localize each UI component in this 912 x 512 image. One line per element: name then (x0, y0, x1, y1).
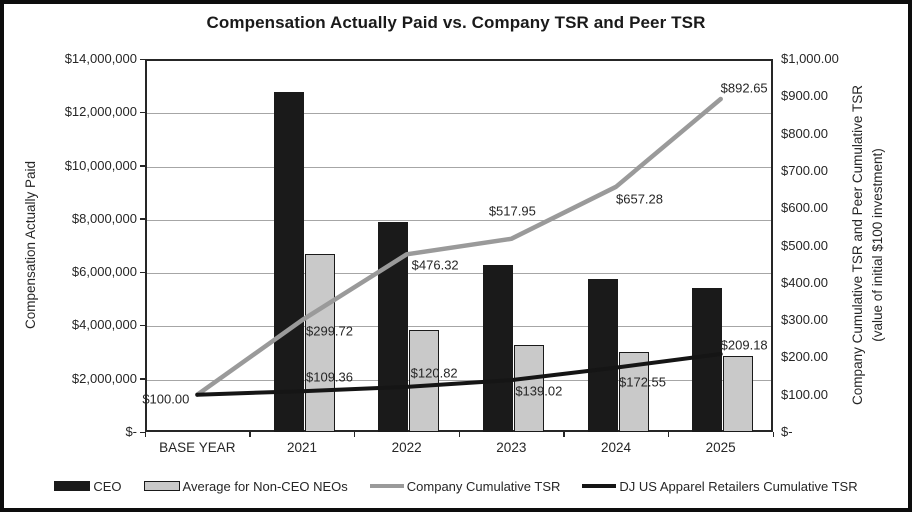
data-label: $109.36 (306, 369, 353, 385)
legend-item-non-ceo-neos-label: Average for Non-CEO NEOs (182, 478, 348, 494)
legend-item-peer-tsr-swatch (582, 484, 617, 488)
right-axis-tick-label: $- (781, 424, 793, 439)
right-axis-tick-label: $600.00 (781, 200, 828, 216)
chart-title: Compensation Actually Paid vs. Company T… (206, 13, 706, 32)
gridline (147, 113, 771, 115)
right-axis-title: Company Cumulative TSR and Peer Cumulati… (848, 85, 888, 405)
right-axis-title-line2: (value of initial $100 investment) (870, 148, 885, 342)
legend-item-ceo-label: CEO (93, 478, 122, 494)
x-axis-tick (144, 432, 146, 437)
data-label: $517.95 (488, 203, 536, 219)
left-axis-title: Compensation Actually Paid (23, 160, 38, 330)
bar-non-ceo-2025 (723, 355, 754, 432)
x-axis-tick (667, 432, 670, 437)
left-axis-tick-label: $10,000,000 (64, 157, 137, 173)
left-axis-tick (140, 431, 145, 433)
line-peer-cumulative-tsr (195, 352, 723, 397)
bar-non-ceo-2022 (409, 329, 440, 432)
bar-ceo-2023 (482, 264, 513, 432)
right-axis-tick-label: $700.00 (781, 162, 828, 178)
gridline (147, 219, 771, 221)
line-company-cumulative-tsr (195, 96, 723, 397)
x-axis-category-label: BASE YEAR (159, 440, 236, 455)
left-axis-tick-label: $4,000,000 (71, 317, 137, 333)
left-axis-tick (140, 218, 145, 220)
legend-item-non-ceo-neos: Average for Non-CEO NEOs (143, 478, 348, 494)
left-axis-tick-label: $14,000,000 (64, 51, 137, 66)
x-axis-category-label: 2025 (705, 440, 736, 455)
legend-item-company-tsr-swatch (369, 483, 404, 489)
bar-ceo-2024 (587, 278, 618, 432)
gridline (147, 273, 771, 275)
data-label: $476.32 (411, 257, 459, 273)
left-axis-tick-label: $- (125, 424, 137, 439)
x-axis-category-label: 2021 (286, 440, 318, 455)
gridline (147, 166, 771, 168)
left-axis-tick (140, 165, 145, 167)
gridline (147, 326, 771, 328)
right-axis-tick-label: $800.00 (781, 125, 828, 141)
x-axis-category-label: 2024 (600, 440, 632, 455)
data-label: $139.02 (515, 383, 563, 399)
x-axis-tick (353, 432, 356, 437)
left-axis-tick-label: $2,000,000 (71, 370, 137, 386)
left-axis-tick-label: $12,000,000 (64, 104, 137, 120)
right-axis-tick-label: $200.00 (781, 349, 828, 365)
left-axis-tick (140, 271, 145, 274)
left-axis-tick (140, 58, 145, 60)
legend-item-ceo-swatch (54, 481, 91, 491)
legend-item-company-tsr-label: Company Cumulative TSR (406, 478, 561, 494)
x-axis-category-label: 2022 (391, 440, 422, 455)
legend-item-company-tsr: Company Cumulative TSR (369, 478, 561, 494)
data-label: $209.18 (720, 337, 768, 353)
bar-ceo-2025 (692, 288, 723, 432)
data-label: $120.82 (410, 365, 458, 381)
x-axis-category-label: 2023 (496, 440, 527, 455)
right-axis-tick-label: $100.00 (781, 386, 828, 402)
left-axis-tick (140, 111, 145, 114)
x-axis-tick (563, 432, 565, 437)
bar-non-ceo-2021 (304, 253, 335, 432)
data-label: $892.65 (720, 80, 768, 96)
data-label: $100.00 (142, 391, 190, 407)
data-label: $657.28 (616, 191, 663, 207)
right-axis-tick-label: $400.00 (781, 274, 828, 290)
plot-area (145, 59, 773, 432)
gridline (147, 379, 771, 381)
right-axis-tick-label: $300.00 (781, 312, 828, 328)
legend-item-peer-tsr-label: DJ US Apparel Retailers Cumulative TSR (619, 478, 858, 494)
right-axis-tick-label: $900.00 (781, 88, 828, 104)
legend: CEO Average for Non-CEO NEOs Company Cumul… (0, 473, 912, 499)
legend-item-non-ceo-neos-swatch (143, 481, 180, 491)
right-axis-title-line1: Company Cumulative TSR and Peer Cumulati… (850, 85, 865, 405)
x-axis-tick (249, 432, 251, 437)
x-axis-tick (772, 432, 774, 437)
bar-non-ceo-2023 (513, 345, 544, 432)
bar-ceo-2021 (273, 91, 304, 432)
legend-item-peer-tsr: DJ US Apparel Retailers Cumulative TSR (582, 478, 858, 494)
left-axis-tick (140, 324, 145, 327)
left-axis-tick-label: $8,000,000 (71, 210, 137, 226)
right-axis-tick-label: $500.00 (781, 237, 828, 253)
right-axis-tick-label: $1,000.00 (781, 51, 839, 66)
data-label: $172.55 (619, 374, 666, 390)
x-axis-tick (458, 432, 460, 437)
left-axis-tick-label: $6,000,000 (71, 264, 137, 280)
left-axis-tick (140, 378, 145, 380)
legend-item-ceo: CEO (54, 478, 122, 494)
data-label: $299.72 (306, 323, 353, 339)
line-layer (195, 96, 723, 397)
